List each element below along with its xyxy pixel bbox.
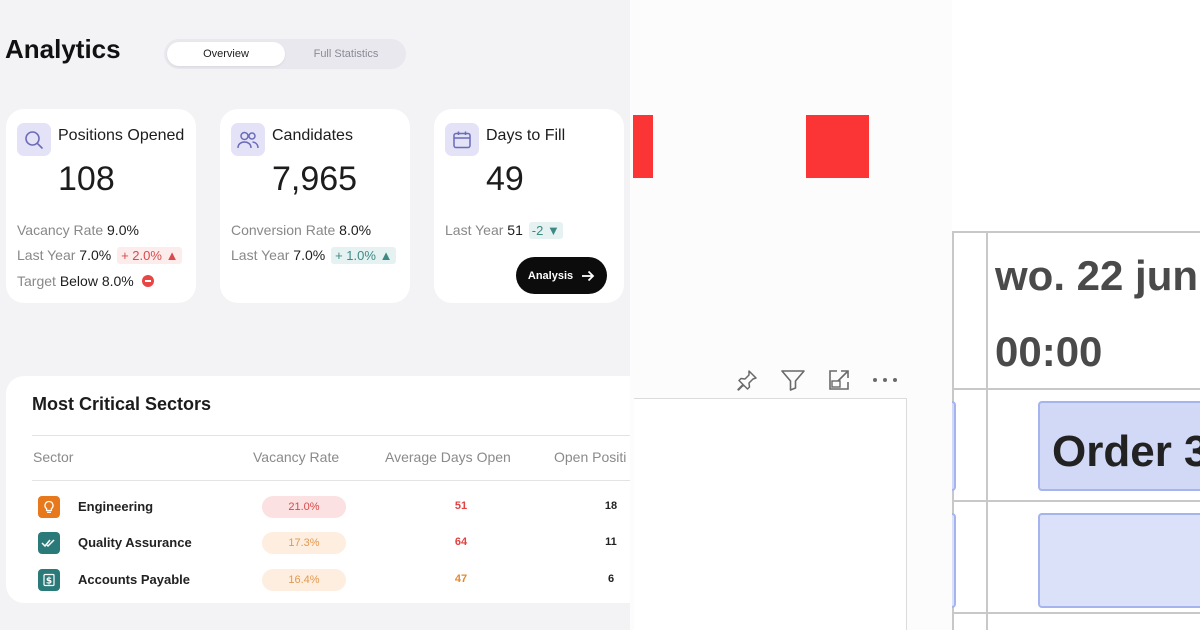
- sector-name: Engineering: [78, 499, 154, 514]
- critical-sectors-card: Most Critical Sectors Sector Vacancy Rat…: [6, 376, 630, 603]
- stop-icon: [141, 275, 154, 287]
- dollar-doc-icon: $: [38, 569, 60, 591]
- open-positions-value: 18: [604, 500, 618, 512]
- kpi-value: 108: [58, 160, 115, 198]
- kpi-title: Positions Opened: [58, 127, 185, 144]
- grid-line: [986, 231, 988, 630]
- grid-line: [952, 500, 1200, 502]
- kpi-title: Candidates: [272, 127, 353, 144]
- view-tabs: Overview Full Statistics: [164, 39, 406, 69]
- kpi-card-days-to-fill: Days to Fill 49 Last Year 51 -2 ▼ Analys…: [434, 109, 624, 303]
- kpi-line-value: Below 8.0%: [59, 273, 134, 289]
- sector-name: Quality Assurance: [78, 535, 192, 550]
- sector-name: Accounts Payable: [78, 572, 190, 587]
- event-block[interactable]: [952, 513, 956, 608]
- triangle-up-icon: ▲: [379, 248, 393, 263]
- change-badge: -2 ▼: [528, 222, 563, 239]
- kpi-line-value: 51: [507, 222, 523, 238]
- kpi-card-candidates: Candidates 7,965 Conversion Rate 8.0% La…: [220, 109, 410, 303]
- event-block[interactable]: Order 3: [1038, 401, 1200, 491]
- kpi-card-positions-opened: Positions Opened 108 Vacancy Rate 9.0% L…: [6, 109, 196, 303]
- kpi-line-label: Target: [17, 273, 56, 289]
- triangle-up-icon: ▲: [165, 248, 179, 263]
- kpi-title: Days to Fill: [486, 127, 566, 144]
- red-square: [806, 115, 869, 178]
- pin-icon[interactable]: [734, 367, 760, 393]
- event-title: Order 3: [1052, 427, 1200, 476]
- more-options-icon[interactable]: [872, 367, 898, 393]
- kpi-line-label: Last Year: [231, 247, 290, 263]
- change-value: + 2.0%: [121, 248, 162, 263]
- kpi-line-label: Conversion Rate: [231, 222, 336, 238]
- red-shape: [633, 115, 653, 178]
- event-block[interactable]: [1038, 513, 1200, 608]
- tab-overview[interactable]: Overview: [167, 42, 285, 66]
- analysis-button[interactable]: Analysis: [516, 257, 607, 294]
- kpi-line: Vacancy Rate 9.0%: [17, 222, 139, 238]
- column-date-header: wo. 22 jun: [995, 252, 1199, 299]
- analysis-button-label: Analysis: [527, 269, 574, 282]
- column-header-vacancy-rate[interactable]: Vacancy Rate: [253, 449, 340, 465]
- sectors-title: Most Critical Sectors: [32, 394, 212, 414]
- triangle-down-icon: ▼: [546, 223, 560, 238]
- users-icon: [231, 123, 265, 156]
- page-title: Analytics: [5, 34, 121, 64]
- kpi-value: 7,965: [272, 160, 358, 198]
- kpi-line: Last Year 51 -2 ▼: [445, 222, 563, 239]
- grid-line: [952, 612, 1200, 614]
- search-icon: [17, 123, 51, 156]
- change-badge: + 2.0% ▲: [117, 247, 183, 264]
- table-row[interactable]: $ Accounts Payable 16.4% 47 6: [6, 567, 630, 593]
- kpi-line-value: 7.0%: [293, 247, 326, 263]
- days-open-value: 51: [454, 500, 468, 512]
- visual-container[interactable]: [634, 398, 907, 630]
- double-check-icon: [38, 532, 60, 554]
- days-open-value: 64: [454, 536, 468, 548]
- visual-header-toolbar: [734, 366, 898, 394]
- kpi-line: Last Year 7.0% + 2.0% ▲: [17, 247, 183, 264]
- column-header-sector[interactable]: Sector: [33, 449, 74, 465]
- filter-icon[interactable]: [780, 367, 806, 393]
- grid-line: [952, 388, 1200, 390]
- open-positions-value: 11: [605, 536, 617, 548]
- svg-text:$: $: [46, 577, 52, 587]
- lightbulb-icon: [38, 496, 60, 518]
- kpi-line-value: 7.0%: [79, 247, 112, 263]
- kpi-line: Last Year 7.0% + 1.0% ▲: [231, 247, 397, 264]
- table-row[interactable]: Engineering 21.0% 51 18: [6, 494, 630, 520]
- kpi-line-value: 8.0%: [339, 222, 372, 238]
- kpi-value: 49: [486, 160, 524, 198]
- kpi-line-label: Vacancy Rate: [17, 222, 104, 238]
- divider: [32, 435, 630, 436]
- kpi-line-value: 9.0%: [107, 222, 139, 238]
- kpi-line-label: Last Year: [445, 222, 504, 238]
- report-visual-panel: [630, 0, 952, 630]
- column-time-header: 00:00: [995, 328, 1103, 375]
- vacancy-rate-badge: 21.0%: [262, 496, 346, 518]
- table-row[interactable]: Quality Assurance 17.3% 64 11: [6, 530, 630, 556]
- focus-mode-icon[interactable]: [826, 367, 852, 393]
- analytics-panel: Analytics Overview Full Statistics Posit…: [0, 0, 630, 630]
- divider: [32, 480, 630, 481]
- tab-full-statistics[interactable]: Full Statistics: [313, 48, 379, 60]
- open-positions-value: 6: [607, 573, 615, 585]
- kpi-line: Target Below 8.0%: [17, 273, 154, 289]
- column-header-open-positions[interactable]: Open Positi: [554, 449, 627, 465]
- kpi-line: Conversion Rate 8.0%: [231, 222, 371, 238]
- vacancy-rate-badge: 17.3%: [262, 532, 346, 554]
- event-block[interactable]: [952, 401, 956, 491]
- change-badge: + 1.0% ▲: [331, 247, 397, 264]
- calendar-icon: [445, 123, 479, 156]
- calendar-panel: wo. 22 jun 00:00 Order 3: [952, 0, 1200, 630]
- arrow-right-icon: [582, 270, 595, 281]
- vacancy-rate-badge: 16.4%: [262, 569, 346, 591]
- change-value: + 1.0%: [335, 248, 376, 263]
- grid-line: [952, 231, 1200, 233]
- change-value: -2: [531, 223, 544, 238]
- column-header-average-days-open[interactable]: Average Days Open: [385, 449, 511, 465]
- kpi-line-label: Last Year: [17, 247, 76, 263]
- days-open-value: 47: [454, 573, 468, 585]
